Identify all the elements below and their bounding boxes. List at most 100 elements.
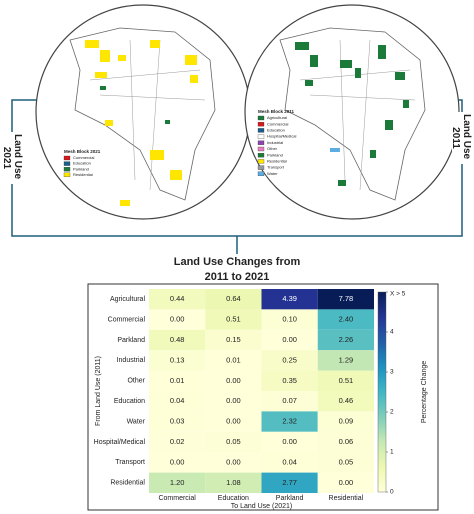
- heat-cell: [205, 309, 262, 330]
- cell-label: 0.25: [282, 355, 297, 364]
- cell-label: 0.01: [170, 376, 185, 385]
- heat-cell: [205, 350, 262, 371]
- heat-cell: [205, 370, 262, 391]
- heat-cell: [317, 309, 374, 330]
- legend-swatch: [257, 122, 265, 127]
- cell-label: 0.05: [226, 437, 241, 446]
- cell-label: 1.29: [339, 355, 354, 364]
- legend-swatch: [257, 171, 265, 176]
- legend-label: Parkland: [267, 152, 283, 157]
- cell-label: 0.00: [226, 396, 241, 405]
- heat-cell: [149, 309, 206, 330]
- cell-label: 0.00: [339, 478, 354, 487]
- legend-swatch: [257, 140, 265, 145]
- legend-label: Parkland: [73, 166, 89, 171]
- legend-swatch: [257, 146, 265, 152]
- heat-cell: [149, 472, 206, 493]
- legend-label: Hospital/Medical: [267, 134, 296, 139]
- side-label-line: 2021: [1, 147, 12, 170]
- legend-swatch: [63, 155, 71, 161]
- y-tick-label: Transport: [115, 459, 145, 466]
- heat-cell: [317, 370, 374, 391]
- cell-label: 0.51: [339, 376, 354, 385]
- cell-label: 0.02: [170, 437, 185, 446]
- heat-cell: [261, 452, 318, 473]
- cell-label: 0.44: [170, 294, 185, 303]
- colorbar-tick-label: 0: [390, 489, 394, 496]
- cell-label: 0.51: [226, 315, 241, 324]
- heat-cell: [261, 309, 318, 330]
- y-axis-label: From Land Use (2011): [95, 356, 102, 426]
- legend-swatch: [257, 134, 265, 139]
- heat-cell: [317, 289, 374, 310]
- x-tick-label: Residential: [329, 495, 364, 502]
- figure-title: Land Use Changes from: [174, 256, 301, 268]
- y-tick-label: Water: [127, 418, 146, 425]
- legend-swatch: [257, 128, 265, 133]
- colorbar-tick-label: 2: [390, 409, 394, 416]
- heat-cell: [205, 472, 262, 493]
- legend-swatch: [257, 159, 265, 164]
- y-tick-label: Commercial: [108, 316, 146, 323]
- legend-swatch: [257, 165, 265, 170]
- cell-label: 0.07: [282, 396, 297, 405]
- heat-cell: [317, 391, 374, 412]
- heat-cell: [317, 350, 374, 371]
- cell-label: 0.00: [170, 457, 185, 466]
- cell-label: 0.48: [170, 335, 185, 344]
- side-label-line: Land Use: [461, 114, 472, 159]
- legend-swatch: [63, 172, 71, 177]
- cell-label: 0.05: [339, 457, 354, 466]
- x-axis-label: To Land Use (2021): [231, 503, 292, 510]
- colorbar-tick-label: 3: [390, 369, 394, 376]
- cell-label: 0.13: [170, 355, 185, 364]
- heat-cell: [149, 350, 206, 371]
- heat-cell: [317, 411, 374, 432]
- x-tick-label: Commercial: [158, 495, 196, 502]
- cell-label: 0.35: [282, 376, 297, 385]
- label-bg: [452, 112, 472, 164]
- cell-label: 0.00: [226, 417, 241, 426]
- legend-swatch: [257, 115, 265, 121]
- cell-label: 0.09: [339, 417, 354, 426]
- legend-label: Agricultural: [267, 115, 287, 120]
- cell-label: 0.46: [339, 396, 354, 405]
- cell-label: 0.00: [282, 437, 297, 446]
- legend-title: Mesh Block 2011: [258, 109, 295, 114]
- cell-label: 2.40: [339, 315, 354, 324]
- cell-label: 0.10: [282, 315, 297, 324]
- legend-swatch: [63, 161, 71, 166]
- heat-cell: [205, 411, 262, 432]
- heat-cell: [149, 452, 206, 473]
- cell-label: 2.32: [282, 417, 297, 426]
- cell-label: 0.00: [226, 457, 241, 466]
- legend-label: Commercial: [73, 155, 94, 160]
- y-tick-label: Agricultural: [110, 296, 145, 303]
- y-tick-label: Parkland: [117, 337, 145, 344]
- cell-label: 7.78: [339, 294, 354, 303]
- heat-cell: [261, 350, 318, 371]
- cell-label: 0.00: [170, 315, 185, 324]
- heat-cell: [261, 391, 318, 412]
- colorbar: [377, 291, 387, 493]
- colorbar-tick-label: 4: [390, 329, 394, 336]
- heat-cell: [149, 289, 206, 310]
- heat-cell: [261, 411, 318, 432]
- side-label: Land Use 2021: [1, 134, 23, 182]
- side-label-line: Land Use: [12, 134, 23, 179]
- heat-cell: [149, 411, 206, 432]
- cell-label: 2.77: [282, 478, 297, 487]
- cell-label: 0.64: [226, 294, 241, 303]
- heat-cell: [317, 472, 374, 493]
- colorbar-label: Percentage Change: [421, 361, 428, 423]
- heat-cell: [149, 431, 206, 453]
- legend-title: Mesh Block 2021: [64, 149, 101, 154]
- cell-label: 0.01: [226, 355, 241, 364]
- heat-cell: [317, 452, 374, 473]
- cell-label: 0.06: [339, 437, 354, 446]
- heat-cell: [149, 329, 206, 351]
- legend-label: Residential: [267, 158, 287, 163]
- heat-cell: [205, 391, 262, 412]
- heat-cell: [261, 289, 318, 310]
- side-label-line: 2011: [450, 127, 461, 149]
